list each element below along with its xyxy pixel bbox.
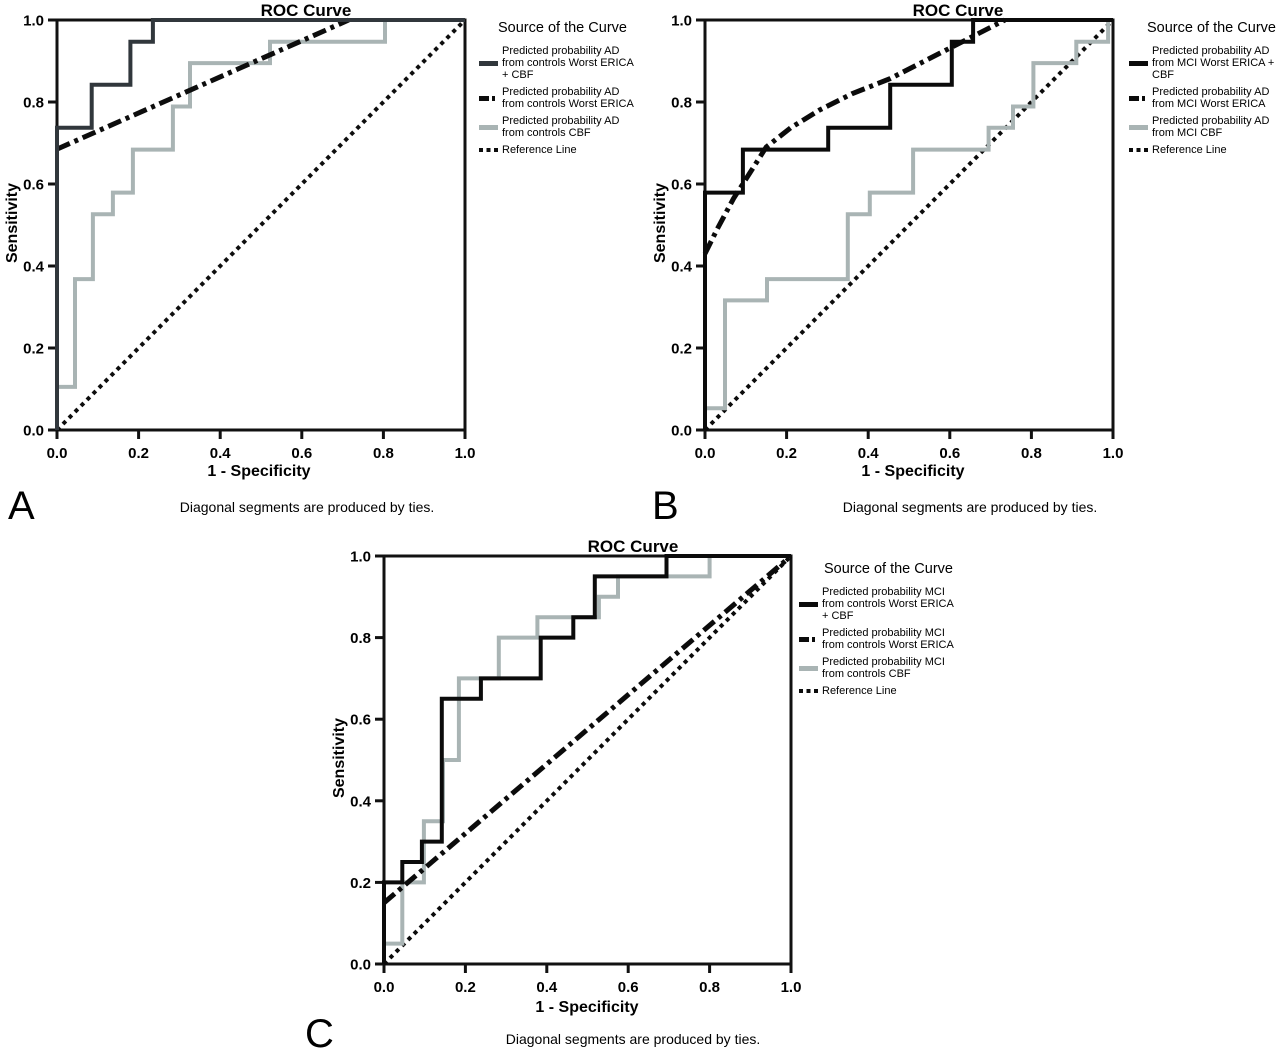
legend-label: Predicted probability MCI from controls … <box>822 656 945 680</box>
svg-text:0.0: 0.0 <box>23 423 44 440</box>
legend-entry: Predicted probability AD from MCI Worst … <box>1129 86 1279 110</box>
legend-title: Source of the Curve <box>824 561 953 577</box>
legend-entry: Reference Line <box>479 144 669 156</box>
legend-entry: Predicted probability AD from MCI CBF <box>1129 115 1279 139</box>
legend-dashdot-line-sample <box>479 95 498 101</box>
legend-entry: Reference Line <box>799 685 989 697</box>
legend-dotted-line-sample <box>1129 148 1148 152</box>
svg-text:0.6: 0.6 <box>939 445 960 462</box>
legend-label: Predicted probability AD from MCI Worst … <box>1152 86 1270 110</box>
panel-label-c: C <box>305 1012 334 1056</box>
legend-title: Source of the Curve <box>1147 20 1276 36</box>
svg-text:0.2: 0.2 <box>350 875 371 892</box>
legend-dotted-line-sample <box>479 148 498 152</box>
svg-text:0.0: 0.0 <box>350 957 371 974</box>
panel-c-caption: Diagonal segments are produced by ties. <box>505 1031 761 1047</box>
panel-a-legend: Source of the Curve Predicted probabilit… <box>479 20 669 161</box>
legend-gray-line-sample <box>1129 124 1148 130</box>
legend-dashdot-line-sample <box>1129 95 1148 101</box>
panel-a-caption: Diagonal segments are produced by ties. <box>179 499 435 515</box>
panel-a-ylabel: Sensitivity <box>4 182 21 264</box>
legend-entry: Predicted probability AD from MCI Worst … <box>1129 45 1279 81</box>
panel-a-xlabel: 1 - Specificity <box>207 463 311 480</box>
svg-text:0.4: 0.4 <box>23 259 45 276</box>
panel-b-caption: Diagonal segments are produced by ties. <box>842 499 1098 515</box>
svg-text:0.2: 0.2 <box>776 445 797 462</box>
legend-solid-line-sample <box>479 60 498 66</box>
svg-text:0.4: 0.4 <box>350 793 372 810</box>
svg-text:0.6: 0.6 <box>618 979 639 996</box>
legend-entry: Predicted probability AD from controls C… <box>479 115 669 139</box>
svg-text:0.4: 0.4 <box>671 259 693 276</box>
svg-text:0.6: 0.6 <box>23 177 44 194</box>
svg-text:0.8: 0.8 <box>23 95 44 112</box>
legend-label: Predicted probability MCI from controls … <box>822 627 954 651</box>
legend-entry: Predicted probability AD from controls W… <box>479 45 669 81</box>
legend-solid-line-sample <box>1129 60 1148 66</box>
panel-b-legend: Source of the Curve Predicted probabilit… <box>1129 20 1279 161</box>
svg-text:0.0: 0.0 <box>695 445 716 462</box>
legend-entry: Predicted probability AD from controls W… <box>479 86 669 110</box>
svg-text:1.0: 1.0 <box>671 13 692 30</box>
svg-text:0.8: 0.8 <box>671 95 692 112</box>
svg-text:0.0: 0.0 <box>47 445 68 462</box>
legend-label: Predicted probability AD from controls W… <box>502 86 634 110</box>
legend-label: Reference Line <box>1152 144 1227 156</box>
legend-entry: Predicted probability MCI from controls … <box>799 627 989 651</box>
legend-entry: Reference Line <box>1129 144 1279 156</box>
svg-text:0.2: 0.2 <box>128 445 149 462</box>
legend-label: Predicted probability MCI from controls … <box>822 586 954 622</box>
legend-solid-line-sample <box>799 601 818 607</box>
svg-text:0.8: 0.8 <box>1021 445 1042 462</box>
legend-gray-line-sample <box>799 665 818 671</box>
svg-text:0.0: 0.0 <box>671 423 692 440</box>
panel-b-xlabel: 1 - Specificity <box>861 463 965 480</box>
panel-a-title: ROC Curve <box>260 1 352 20</box>
svg-text:0.2: 0.2 <box>671 341 692 358</box>
legend-dashdot-line-sample <box>799 636 818 642</box>
legend-gray-line-sample <box>479 124 498 130</box>
svg-text:0.6: 0.6 <box>671 177 692 194</box>
svg-text:0.6: 0.6 <box>291 445 312 462</box>
svg-text:1.0: 1.0 <box>350 549 371 566</box>
legend-label: Predicted probability AD from MCI CBF <box>1152 115 1270 139</box>
svg-text:0.6: 0.6 <box>350 712 371 729</box>
legend-entry: Predicted probability MCI from controls … <box>799 656 989 680</box>
legend-dotted-line-sample <box>799 689 818 693</box>
legend-label: Predicted probability AD from MCI Worst … <box>1152 45 1275 81</box>
svg-text:0.8: 0.8 <box>699 979 720 996</box>
svg-text:0.4: 0.4 <box>536 979 558 996</box>
panel-b-ylabel: Sensitivity <box>652 182 669 264</box>
panel-b-title: ROC Curve <box>912 1 1004 20</box>
svg-text:1.0: 1.0 <box>455 445 476 462</box>
svg-text:0.0: 0.0 <box>374 979 395 996</box>
svg-text:0.4: 0.4 <box>210 445 232 462</box>
legend-label: Reference Line <box>822 685 897 697</box>
legend-label: Reference Line <box>502 144 577 156</box>
legend-entry: Predicted probability MCI from controls … <box>799 586 989 622</box>
legend-label: Predicted probability AD from controls C… <box>502 115 620 139</box>
svg-text:0.2: 0.2 <box>455 979 476 996</box>
panel-label-b: B <box>652 484 679 528</box>
panel-c-legend: Source of the Curve Predicted probabilit… <box>799 561 989 702</box>
svg-text:0.4: 0.4 <box>858 445 880 462</box>
panel-c-xlabel: 1 - Specificity <box>535 999 639 1016</box>
svg-text:1.0: 1.0 <box>1103 445 1124 462</box>
svg-text:0.8: 0.8 <box>350 630 371 647</box>
legend-title: Source of the Curve <box>498 20 627 36</box>
svg-text:1.0: 1.0 <box>781 979 802 996</box>
svg-text:1.0: 1.0 <box>23 13 44 30</box>
panel-label-a: A <box>8 484 35 528</box>
legend-label: Predicted probability AD from controls W… <box>502 45 634 81</box>
panel-c-ylabel: Sensitivity <box>331 717 348 799</box>
panel-c-title: ROC Curve <box>587 537 679 556</box>
svg-text:0.8: 0.8 <box>373 445 394 462</box>
svg-text:0.2: 0.2 <box>23 341 44 358</box>
